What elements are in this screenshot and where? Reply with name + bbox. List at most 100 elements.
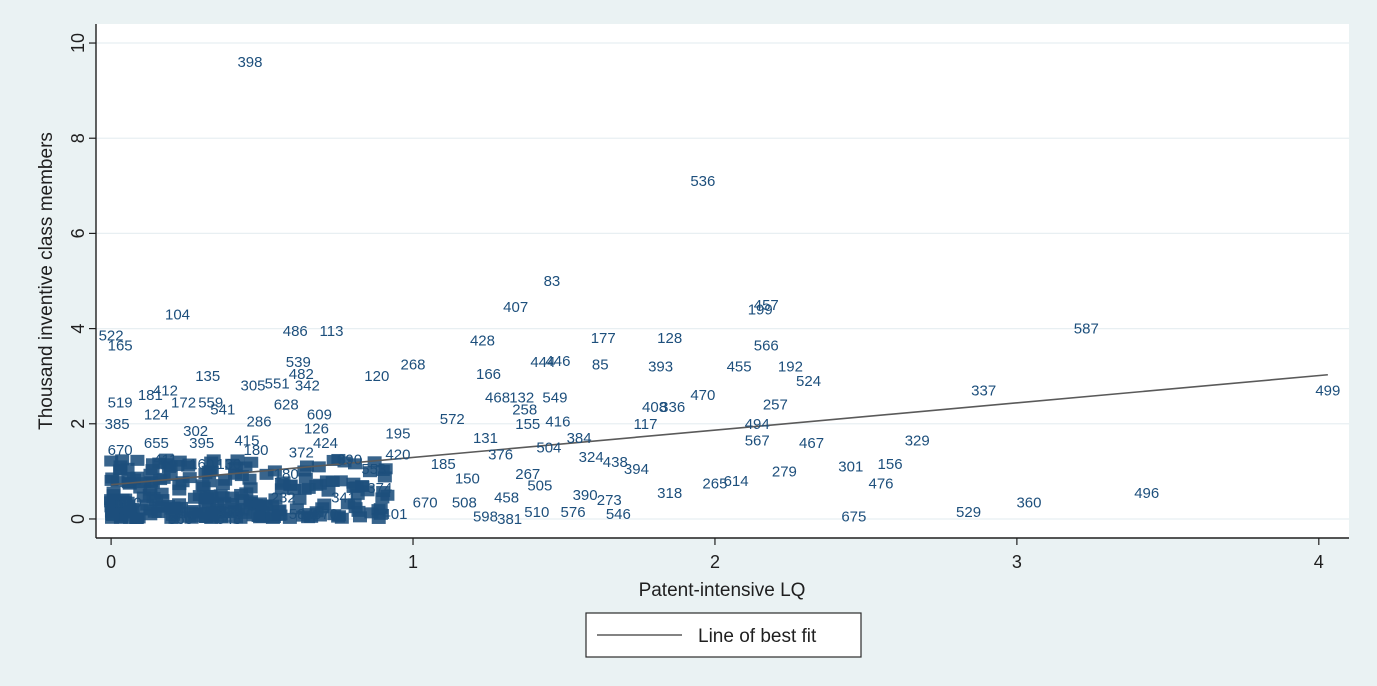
point-label: 185 — [431, 456, 456, 473]
dense-mark — [283, 479, 298, 491]
point-label: 567 — [745, 432, 770, 449]
dense-mark — [239, 487, 254, 499]
x-tick-label: 1 — [408, 552, 418, 572]
dense-mark — [297, 465, 312, 477]
x-tick-label: 0 — [106, 552, 116, 572]
point-label: 408 — [642, 399, 667, 416]
point-label: 370 — [313, 506, 338, 523]
dense-mark — [130, 454, 145, 466]
point-label: 156 — [878, 456, 903, 473]
dense-mark — [289, 503, 304, 515]
point-label: 549 — [542, 390, 567, 407]
point-label: 113 — [320, 323, 344, 340]
dense-mark — [367, 456, 382, 468]
y-tick-label: 10 — [68, 33, 88, 53]
point-label: 128 — [657, 330, 682, 347]
dense-mark — [143, 468, 158, 480]
dense-mark — [272, 504, 287, 516]
point-label: 609 — [307, 406, 332, 423]
point-label: 265 — [702, 475, 727, 492]
point-label: 519 — [108, 394, 133, 411]
point-label: 130 — [216, 456, 241, 473]
y-tick-label: 8 — [68, 133, 88, 143]
point-label: 267 — [515, 466, 540, 483]
dense-mark — [371, 504, 386, 516]
point-label: 457 — [754, 297, 779, 314]
point-label: 467 — [799, 435, 824, 452]
dense-mark — [199, 490, 214, 502]
dense-mark — [371, 512, 386, 524]
point-label: 539 — [286, 354, 311, 371]
point-label: 458 — [494, 490, 519, 507]
dense-mark — [165, 509, 180, 521]
dense-mark — [142, 489, 157, 501]
point-label: 132 — [509, 390, 534, 407]
y-tick-label: 6 — [68, 228, 88, 238]
dense-mark — [120, 462, 135, 474]
point-label: 548 — [216, 511, 241, 528]
point-label: 83 — [544, 273, 561, 290]
point-label: 572 — [440, 411, 465, 428]
point-label: 470 — [690, 387, 715, 404]
point-label: 126 — [304, 421, 329, 438]
x-tick-label: 2 — [710, 552, 720, 572]
point-label: 499 — [1315, 382, 1340, 399]
dense-mark — [113, 464, 128, 476]
point-label: 318 — [657, 485, 682, 502]
plot-area — [96, 24, 1349, 538]
point-label: 376 — [488, 447, 513, 464]
point-label: 192 — [778, 359, 803, 376]
dense-mark — [297, 483, 312, 495]
point-label: 522 — [99, 328, 124, 345]
point-label: 258 — [512, 402, 537, 419]
dense-mark — [105, 512, 120, 524]
dense-mark — [311, 461, 326, 473]
point-label: 336 — [660, 399, 685, 416]
point-label: 395 — [189, 435, 214, 452]
dense-mark — [215, 491, 230, 503]
dense-mark — [184, 506, 199, 518]
point-label: 416 — [545, 413, 570, 430]
grid-lines — [96, 42, 1349, 520]
x-axis-title: Patent-intensive LQ — [639, 580, 806, 601]
point-label: 508 — [452, 494, 477, 511]
dense-mark — [149, 494, 164, 506]
point-label: 117 — [634, 416, 658, 433]
dense-mark — [206, 506, 221, 518]
dense-mark — [298, 472, 313, 484]
legend: Line of best fit — [585, 612, 862, 658]
point-label: 670 — [108, 442, 133, 459]
dense-mark — [159, 453, 174, 465]
point-label: 438 — [603, 454, 628, 471]
dense-mark — [375, 492, 390, 504]
point-label: 505 — [527, 478, 552, 495]
point-label: 576 — [561, 504, 586, 521]
point-label: 301 — [838, 459, 863, 476]
dense-mark — [164, 503, 179, 515]
point-label: 324 — [579, 449, 604, 466]
point-label: 180 — [244, 442, 269, 459]
point-label: 411 — [153, 451, 177, 468]
dense-mark — [235, 504, 250, 516]
best-fit-line — [111, 373, 1328, 486]
dense-mark — [265, 512, 280, 524]
dense-mark — [350, 488, 365, 500]
dense-mark — [172, 479, 187, 491]
point-label: 551 — [265, 375, 290, 392]
point-label: 372 — [289, 444, 314, 461]
point-label: 302 — [183, 423, 208, 440]
dense-mark — [113, 510, 128, 522]
dense-mark — [105, 472, 120, 484]
point-label: 120 — [364, 368, 389, 385]
point-label: 394 — [624, 461, 649, 478]
dense-mark — [333, 475, 348, 487]
point-label: 476 — [868, 475, 893, 492]
dense-mark — [326, 454, 341, 466]
point-label: 390 — [573, 487, 598, 504]
point-label: 598 — [473, 509, 498, 526]
point-label: 305 — [240, 378, 265, 395]
point-label: 374 — [367, 480, 392, 497]
dense-mark — [195, 479, 210, 491]
point-label: 273 — [597, 492, 622, 509]
